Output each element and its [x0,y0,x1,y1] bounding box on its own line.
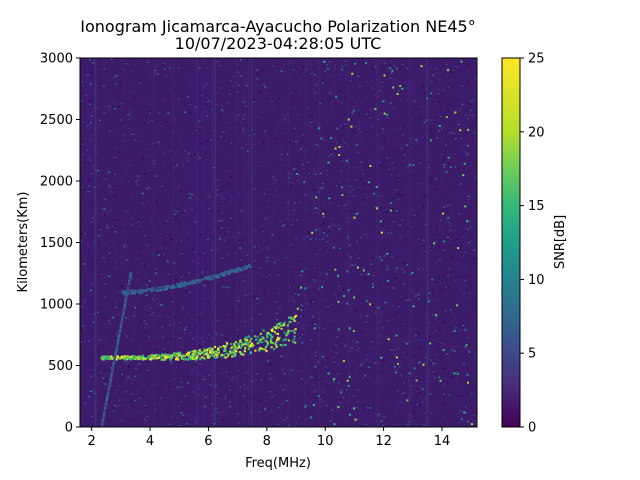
colorbar-ticks: 0 5 10 15 20 25 [520,52,545,436]
y-tick-label: 500 [48,359,73,374]
x-axis: 2 4 6 8 10 12 14 [88,427,451,449]
plot-area [79,57,478,428]
y-axis-label: Kilometers(Km) [16,192,31,293]
x-tick-label: 6 [204,434,212,449]
chart-title-line1: Ionogram Jicamarca-Ayacucho Polarization… [80,17,475,36]
y-tick-label: 2000 [40,175,73,190]
colorbar-tick-label: 15 [528,199,545,214]
y-tick-label: 1500 [40,236,73,251]
x-tick-label: 8 [263,434,271,449]
colorbar-gradient [501,57,521,428]
x-tick-label: 14 [434,434,451,449]
chart-title-line2: 10/07/2023-04:28:05 UTC [175,34,382,53]
colorbar-tick-label: 20 [528,125,545,140]
y-tick-label: 0 [65,421,73,436]
x-tick-label: 10 [317,434,334,449]
heatmap-cells [80,58,477,427]
colorbar-tick-label: 5 [528,347,536,362]
y-tick-label: 2500 [40,113,73,128]
x-axis-label: Freq(MHz) [245,456,311,471]
plot-background [80,58,477,427]
colorbar-tick-label: 0 [528,421,536,436]
x-tick-label: 2 [88,434,96,449]
colorbar: 0 5 10 15 20 25 SNR[dB] [501,52,568,436]
colorbar-tick-label: 25 [528,52,545,67]
y-axis: 0 500 1000 1500 2000 2500 3000 [40,52,80,436]
colorbar-label: SNR[dB] [553,215,568,269]
colorbar-tick-label: 10 [528,273,545,288]
x-tick-label: 12 [375,434,392,449]
x-tick-label: 4 [146,434,154,449]
y-tick-label: 3000 [40,52,73,67]
y-tick-label: 1000 [40,298,73,313]
